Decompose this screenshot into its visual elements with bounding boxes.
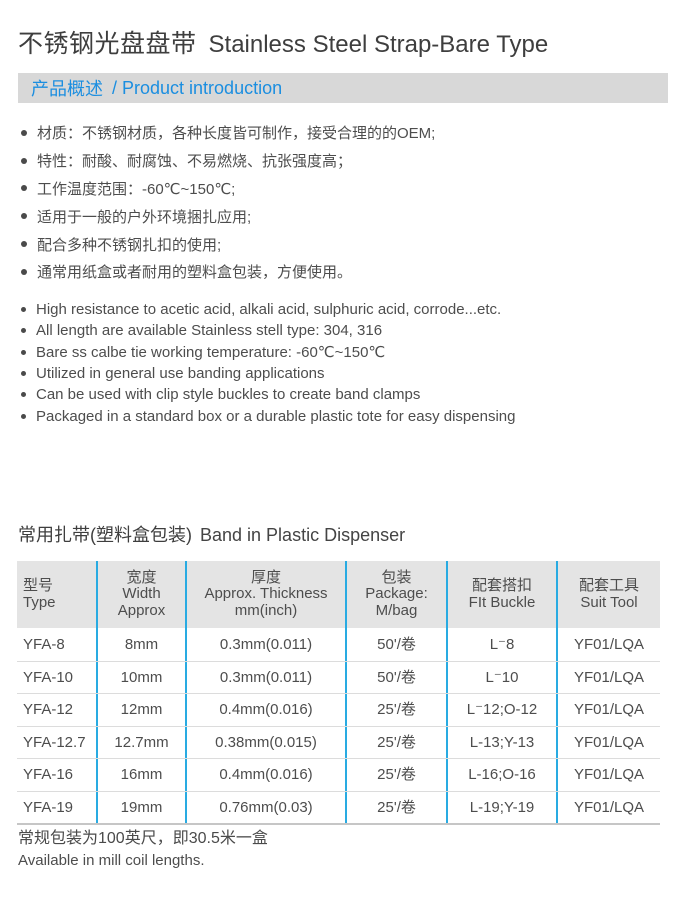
table-row: YFA-12 12mm 0.4mm(0.016) 25'/卷 L⁻12;O-12… xyxy=(17,693,660,726)
product-spec-table: 型号 Type 宽度 Width Approx 厚度 Approx. Thick… xyxy=(17,561,660,825)
table-header-cell-thickness: 厚度 Approx. Thickness mm(inch) xyxy=(185,561,345,628)
table-cell: YF01/LQA xyxy=(556,726,660,758)
table-cell: YFA-19 xyxy=(23,798,74,816)
band-section-title: 常用扎带(塑料盒包装) Band in Plastic Dispenser xyxy=(18,521,405,547)
table-cell: 0.76mm(0.03) xyxy=(185,791,345,823)
table-cell: 50'/卷 xyxy=(345,661,446,693)
intro-bullet-list-en: High resistance to acetic acid, alkali a… xyxy=(21,299,515,427)
list-item: 特性：耐酸、耐腐蚀、不易燃烧、抗张强度高； xyxy=(21,147,435,175)
list-item: All length are available Stainless stell… xyxy=(21,320,515,341)
table-cell: L⁻10 xyxy=(446,661,556,693)
list-item: 材质：不锈钢材质，各种长度皆可制作，接受合理的的OEM; xyxy=(21,119,435,147)
table-row: YFA-8 8mm 0.3mm(0.011) 50'/卷 L⁻8 YF01/LQ… xyxy=(17,628,660,661)
page-title-zh: 不锈钢光盘盘带 xyxy=(18,30,197,58)
footnote-en: Available in mill coil lengths. xyxy=(18,852,205,869)
table-cell: L-19;Y-19 xyxy=(446,791,556,823)
packaging-footnote: 常规包装为100英尺，即30.5米一盒 Available in mill co… xyxy=(18,828,268,872)
table-header-row: 型号 Type 宽度 Width Approx 厚度 Approx. Thick… xyxy=(17,561,660,628)
table-header-cell-type: 型号 Type xyxy=(23,577,56,611)
table-cell: 25'/卷 xyxy=(345,726,446,758)
table-cell: 25'/卷 xyxy=(345,694,446,726)
table-cell: 12mm xyxy=(96,694,185,726)
table-cell: YF01/LQA xyxy=(556,628,660,661)
product-introduction-header-en: / Product introduction xyxy=(112,77,283,98)
table-cell: 16mm xyxy=(96,759,185,791)
page-title: 不锈钢光盘盘带 Stainless Steel Strap-Bare Type xyxy=(18,24,548,60)
table-cell: L-16;O-16 xyxy=(446,759,556,791)
table-cell: L⁻8 xyxy=(446,628,556,661)
product-introduction-header-zh: 产品概述 xyxy=(31,79,103,99)
list-item: 通常用纸盒或者耐用的塑料盒包装，方便使用。 xyxy=(21,258,435,286)
list-item: High resistance to acetic acid, alkali a… xyxy=(21,299,515,320)
table-cell: L-13;Y-13 xyxy=(446,726,556,758)
table-cell: YFA-12.7 xyxy=(23,733,86,751)
table-cell: YF01/LQA xyxy=(556,759,660,791)
table-cell: 12.7mm xyxy=(96,726,185,758)
table-header-cell-tool: 配套工具 Suit Tool xyxy=(556,561,660,628)
table-cell: YF01/LQA xyxy=(556,661,660,693)
table-row: YFA-16 16mm 0.4mm(0.016) 25'/卷 L-16;O-16… xyxy=(17,758,660,791)
table-cell: 25'/卷 xyxy=(345,759,446,791)
list-item: Can be used with clip style buckles to c… xyxy=(21,384,515,405)
list-item: 配合多种不锈钢扎扣的使用; xyxy=(21,230,435,258)
table-cell: L⁻12;O-12 xyxy=(446,694,556,726)
list-item: Utilized in general use banding applicat… xyxy=(21,363,515,384)
table-header-cell-buckle: 配套搭扣 FIt Buckle xyxy=(446,561,556,628)
footnote-zh: 常规包装为100英尺，即30.5米一盒 xyxy=(18,830,268,847)
table-cell: 0.4mm(0.016) xyxy=(185,759,345,791)
table-header-cell-width: 宽度 Width Approx xyxy=(96,561,185,628)
table-cell: YFA-8 xyxy=(23,635,65,653)
intro-bullet-list-zh: 材质：不锈钢材质，各种长度皆可制作，接受合理的的OEM; 特性：耐酸、耐腐蚀、不… xyxy=(21,119,435,286)
table-cell: 0.4mm(0.016) xyxy=(185,694,345,726)
table-cell: 10mm xyxy=(96,661,185,693)
list-item: 工作温度范围：-60℃~150℃; xyxy=(21,175,435,203)
table-cell: 0.3mm(0.011) xyxy=(185,628,345,661)
table-cell: 19mm xyxy=(96,791,185,823)
band-section-title-en: Band in Plastic Dispenser xyxy=(200,525,406,545)
list-item: Bare ss calbe tie working temperature: -… xyxy=(21,342,515,363)
table-cell: YFA-10 xyxy=(23,668,74,686)
table-cell: 50'/卷 xyxy=(345,628,446,661)
table-cell: 0.3mm(0.011) xyxy=(185,661,345,693)
table-cell: 25'/卷 xyxy=(345,791,446,823)
table-cell: YF01/LQA xyxy=(556,791,660,823)
list-item: 适用于一般的户外环境捆扎应用; xyxy=(21,202,435,230)
table-row: YFA-12.7 12.7mm 0.38mm(0.015) 25'/卷 L-13… xyxy=(17,725,660,758)
product-introduction-header: 产品概述 / Product introduction xyxy=(18,73,668,103)
band-section-title-zh: 常用扎带(塑料盒包装) xyxy=(18,525,192,545)
table-row: YFA-19 19mm 0.76mm(0.03) 25'/卷 L-19;Y-19… xyxy=(17,790,660,823)
table-cell: 0.38mm(0.015) xyxy=(185,726,345,758)
table-header-cell-package: 包装 Package: M/bag xyxy=(345,561,446,628)
page-title-en: Stainless Steel Strap-Bare Type xyxy=(208,31,549,58)
list-item: Packaged in a standard box or a durable … xyxy=(21,405,515,426)
table-row: YFA-10 10mm 0.3mm(0.011) 50'/卷 L⁻10 YF01… xyxy=(17,660,660,693)
table-cell: 8mm xyxy=(96,628,185,661)
table-cell: YFA-12 xyxy=(23,701,74,719)
table-cell: YFA-16 xyxy=(23,766,74,784)
table-cell: YF01/LQA xyxy=(556,694,660,726)
